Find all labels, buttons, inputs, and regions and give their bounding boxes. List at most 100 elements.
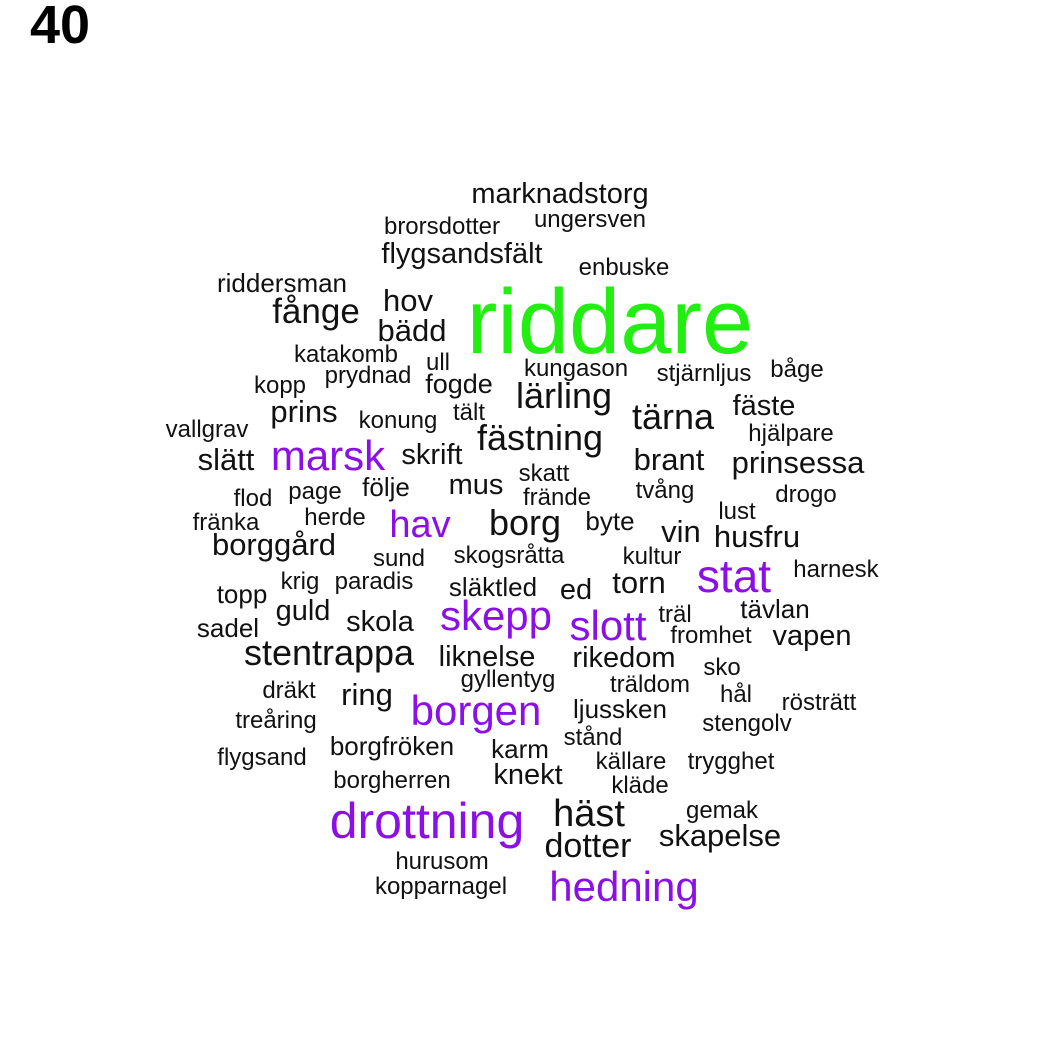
word-25: fogde — [425, 369, 493, 399]
word-54: borggård — [212, 527, 336, 562]
word-41: flod — [234, 485, 273, 512]
word-38: prinsessa — [732, 445, 865, 480]
word-37: brant — [634, 442, 705, 477]
word-18: katakomb — [294, 341, 398, 368]
word-48: fränka — [193, 509, 260, 536]
word-49: herde — [304, 504, 365, 531]
word-90: trygghet — [688, 748, 775, 775]
word-26: lärling — [516, 375, 612, 416]
word-81: rösträtt — [782, 689, 857, 716]
word-42: page — [288, 478, 341, 505]
word-5: slott — [569, 602, 646, 649]
word-50: borg — [489, 502, 561, 543]
word-29: konung — [359, 407, 438, 434]
word-76: gyllentyg — [461, 666, 556, 693]
word-82: treåring — [235, 707, 316, 734]
word-46: drogo — [775, 481, 836, 508]
word-34: fästning — [477, 417, 603, 458]
word-89: källare — [596, 748, 667, 775]
word-57: kultur — [623, 543, 682, 570]
word-36: skrift — [401, 439, 462, 471]
word-99: kopparnagel — [375, 873, 507, 900]
word-7: marsk — [271, 432, 386, 479]
word-63: släktled — [449, 572, 537, 602]
word-86: borgfröken — [330, 731, 454, 761]
word-74: rikedom — [572, 642, 675, 674]
word-62: topp — [217, 579, 268, 609]
panel-number: 40 — [30, 0, 91, 55]
word-23: kopp — [254, 372, 306, 399]
word-65: tävlan — [740, 594, 809, 624]
word-93: kläde — [611, 772, 668, 799]
word-51: byte — [585, 506, 634, 536]
word-6: skepp — [440, 592, 552, 639]
word-72: stentrappa — [244, 632, 415, 673]
word-58: harnesk — [793, 556, 879, 583]
word-43: följe — [362, 472, 410, 502]
word-70: fromhet — [670, 622, 752, 649]
word-60: paradis — [335, 568, 414, 595]
word-47: lust — [718, 498, 756, 525]
word-8: hav — [389, 504, 450, 546]
word-69: skola — [346, 606, 415, 638]
word-2: borgen — [411, 687, 542, 734]
word-9: marknadstorg — [471, 178, 648, 210]
word-83: ljussken — [573, 694, 667, 724]
word-55: sund — [373, 545, 425, 572]
word-98: hurusom — [395, 848, 488, 875]
word-97: dotter — [545, 827, 632, 865]
word-59: krig — [281, 568, 320, 595]
word-44: frände — [523, 484, 591, 511]
word-31: tärna — [632, 396, 715, 437]
word-20: kungason — [524, 355, 628, 382]
word-13: enbuske — [579, 254, 670, 281]
word-33: hjälpare — [748, 420, 833, 447]
word-96: skapelse — [659, 818, 781, 853]
word-3: hedning — [549, 863, 698, 910]
word-87: karm — [491, 734, 549, 764]
word-39: skatt — [519, 460, 570, 487]
word-45: tvång — [636, 477, 695, 504]
word-19: ull — [426, 349, 450, 376]
word-75: sko — [703, 654, 740, 681]
word-35: slätt — [198, 442, 255, 477]
word-32: vallgrav — [166, 416, 249, 443]
word-77: träldom — [610, 671, 690, 698]
word-84: stengolv — [702, 710, 791, 737]
word-95: gemak — [686, 797, 759, 824]
word-4: stat — [697, 550, 771, 602]
word-88: flygsand — [217, 744, 306, 771]
word-80: hål — [720, 681, 752, 708]
word-40: mus — [449, 469, 504, 501]
word-66: guld — [276, 595, 331, 627]
word-27: fäste — [733, 390, 796, 422]
word-68: sadel — [197, 613, 259, 643]
word-92: knekt — [493, 759, 562, 791]
word-0: riddare — [467, 271, 753, 373]
word-67: träl — [658, 601, 691, 628]
word-10: brorsdotter — [384, 213, 500, 240]
word-85: stånd — [564, 724, 623, 751]
word-52: vin — [661, 514, 701, 549]
word-61: torn — [612, 565, 665, 600]
word-94: häst — [553, 793, 625, 835]
word-73: liknelse — [439, 641, 536, 673]
word-15: fånge — [272, 292, 360, 331]
word-22: båge — [770, 356, 823, 383]
word-64: ed — [560, 574, 592, 606]
word-30: tält — [453, 399, 485, 426]
word-14: riddersman — [217, 268, 347, 298]
word-12: flygsandsfält — [381, 238, 542, 270]
word-71: vapen — [772, 620, 851, 652]
word-91: borgherren — [333, 767, 450, 794]
word-28: prins — [270, 394, 337, 429]
word-1: drottning — [330, 793, 525, 849]
word-79: ring — [341, 677, 393, 712]
word-21: stjärnljus — [657, 360, 752, 387]
word-17: bädd — [378, 313, 447, 348]
word-56: skogsråtta — [454, 542, 565, 569]
word-16: hov — [383, 283, 433, 318]
word-11: ungersven — [534, 206, 646, 233]
word-78: dräkt — [262, 677, 316, 704]
